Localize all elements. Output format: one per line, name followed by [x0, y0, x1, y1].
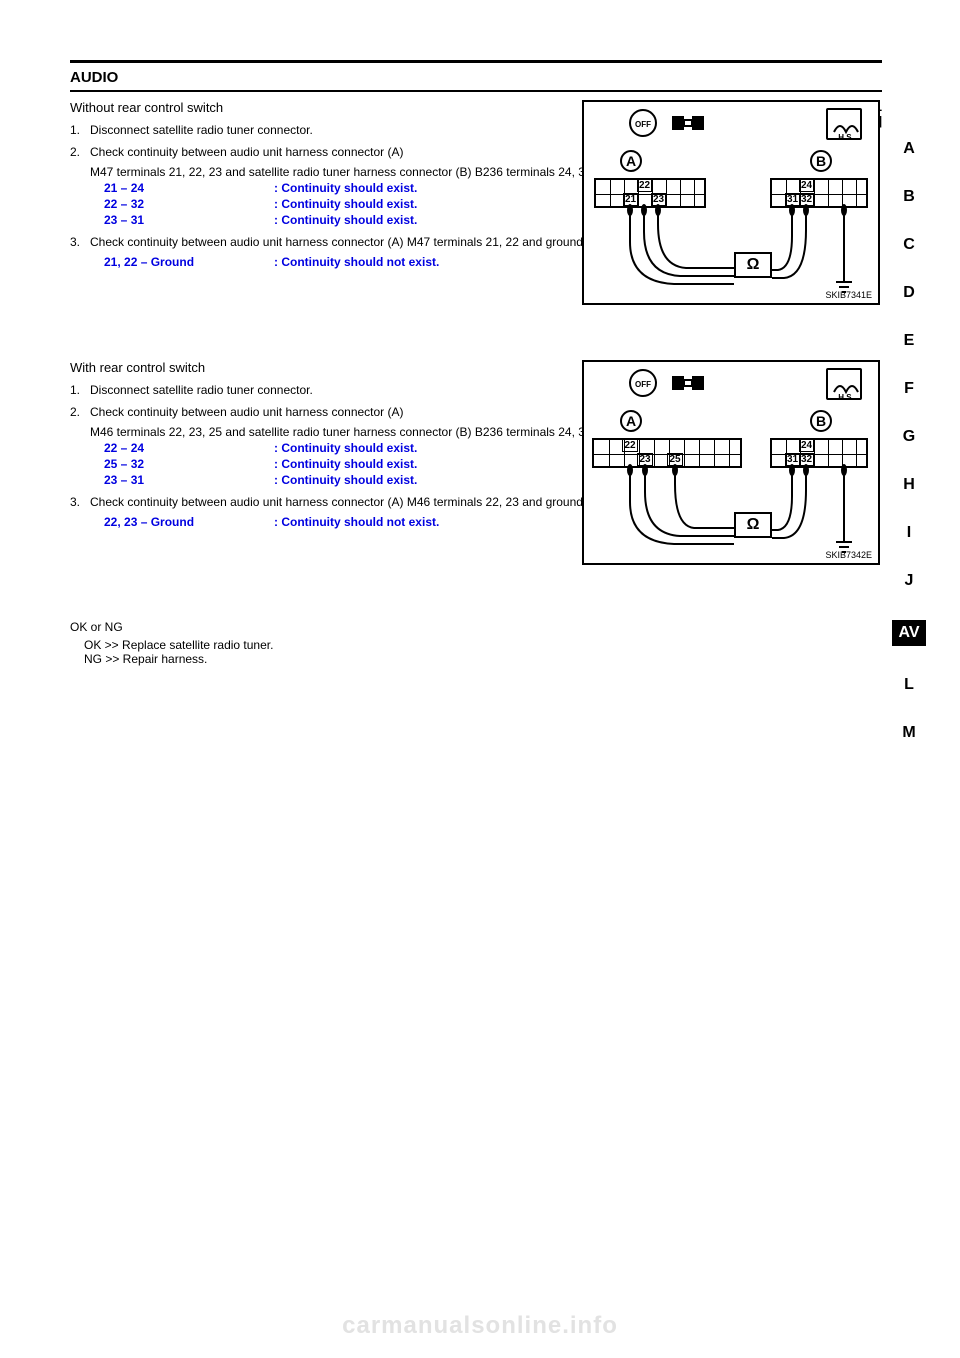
sidebar-c[interactable]: C — [903, 236, 915, 254]
b1-row2-l: 22 – 32 — [104, 197, 274, 211]
sidebar-e[interactable]: E — [904, 332, 915, 350]
sidebar-m[interactable]: M — [902, 724, 915, 742]
b2-row1-r: : Continuity should exist. — [274, 441, 417, 455]
b2-row3-r: : Continuity should exist. — [274, 473, 417, 487]
sidebar-f[interactable]: F — [904, 380, 914, 398]
sidebar-a[interactable]: A — [903, 140, 915, 158]
block-with-rear: With rear control switch Disconnect sate… — [70, 360, 870, 590]
result-ok: OK >> Replace satellite radio tuner. — [84, 638, 870, 652]
d2-wires — [584, 362, 882, 567]
watermark: carmanualsonline.info — [0, 1312, 960, 1340]
sidebar-h[interactable]: H — [903, 476, 915, 494]
main-content: Without rear control switch Disconnect s… — [70, 100, 870, 666]
d1-label: SKIB7341E — [825, 290, 872, 300]
b2-gnd-r: : Continuity should not exist. — [274, 515, 439, 529]
b1-gnd-l: 21, 22 – Ground — [104, 255, 274, 269]
d1-wires — [584, 102, 882, 307]
diagram-2: OFF H.S. A B 22 23 2 — [582, 360, 880, 565]
sidebar-av[interactable]: AV — [892, 620, 925, 646]
sidebar-g[interactable]: G — [903, 428, 915, 446]
b1-gnd-r: : Continuity should not exist. — [274, 255, 439, 269]
b1-row3-r: : Continuity should exist. — [274, 213, 417, 227]
sidebar-i[interactable]: I — [907, 524, 911, 542]
result-ng: NG >> Repair harness. — [84, 652, 870, 666]
d2-label: SKIB7342E — [825, 550, 872, 560]
b2-row2-r: : Continuity should exist. — [274, 457, 417, 471]
section-title: AUDIO — [70, 69, 118, 86]
b2-row3-l: 23 – 31 — [104, 473, 274, 487]
result-label: OK or NG — [70, 620, 870, 634]
b1-row2-r: : Continuity should exist. — [274, 197, 417, 211]
sidebar-l[interactable]: L — [904, 676, 914, 694]
sidebar-b[interactable]: B — [903, 188, 915, 206]
b1-row1-r: : Continuity should exist. — [274, 181, 417, 195]
sidebar-j[interactable]: J — [905, 572, 914, 590]
block-without-rear: Without rear control switch Disconnect s… — [70, 100, 870, 330]
b1-row3-l: 23 – 31 — [104, 213, 274, 227]
b2-row2-l: 25 – 32 — [104, 457, 274, 471]
b2-row1-l: 22 – 24 — [104, 441, 274, 455]
sidebar-d[interactable]: D — [903, 284, 915, 302]
diagram-1: OFF H.S. A B 22 21 23 — [582, 100, 880, 305]
section-index-sidebar: A B C D E F G H I J AV L M — [892, 140, 926, 742]
b1-row1-l: 21 – 24 — [104, 181, 274, 195]
b2-gnd-l: 22, 23 – Ground — [104, 515, 274, 529]
